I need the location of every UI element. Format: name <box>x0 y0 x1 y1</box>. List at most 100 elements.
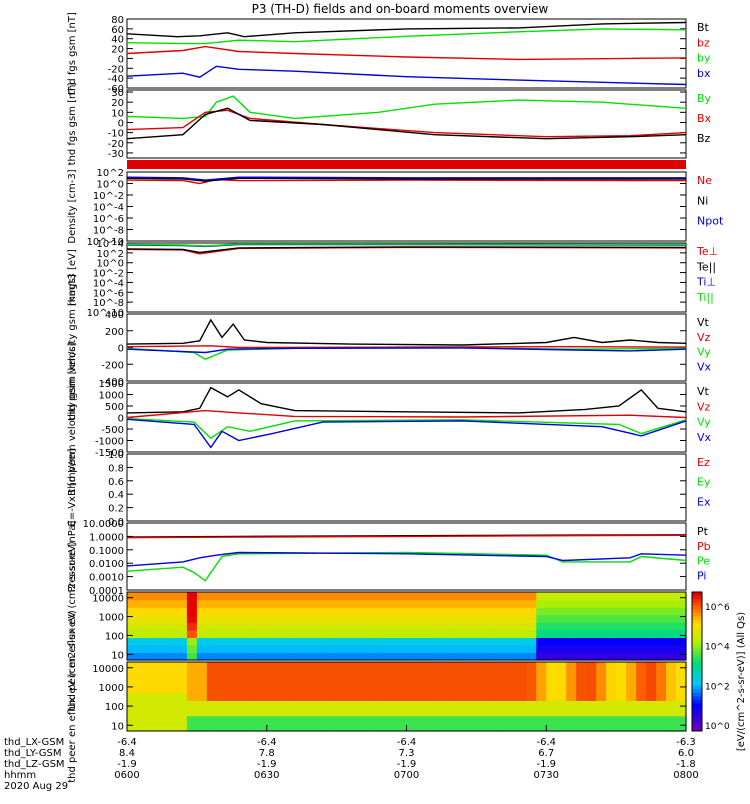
y-tick-label: 0 <box>118 344 124 355</box>
spectrogram-cell <box>606 614 617 623</box>
footer-value: -1.9 <box>536 759 556 770</box>
spectrogram-cell <box>666 677 677 686</box>
spectrogram-cell <box>496 592 507 601</box>
spectrogram-cell <box>296 708 308 717</box>
spectrogram-cell <box>616 669 627 678</box>
y-tick-label: 0 <box>118 54 124 65</box>
spectrogram-cell <box>206 614 218 623</box>
spectrogram-cell <box>406 607 418 616</box>
spectrogram-cell <box>376 614 388 623</box>
spectrogram-cell <box>176 677 188 686</box>
spectrogram-cell <box>456 692 467 701</box>
footer-value: -1.9 <box>257 759 277 770</box>
spectrogram-cell <box>526 614 537 623</box>
spectrogram-cell <box>546 677 557 686</box>
spectrogram-cell <box>636 637 647 646</box>
spectrogram-cell <box>426 652 438 661</box>
spectrogram-cell <box>606 644 617 654</box>
spectrogram-cell <box>606 708 617 717</box>
spectrogram-cell <box>276 629 288 638</box>
spectrogram-cell <box>396 685 408 694</box>
spectrogram-cell <box>606 599 617 608</box>
y-tick-label: -30 <box>108 149 124 160</box>
spectrogram-cell <box>376 662 388 671</box>
spectrogram-cell <box>326 629 338 638</box>
spectrogram-cell <box>246 637 258 646</box>
y-tick-label: 0.0100 <box>89 559 124 570</box>
series-line-Vy <box>126 347 687 360</box>
panel-frame <box>126 522 687 591</box>
spectrogram-cell <box>636 592 647 601</box>
spectrogram-cell <box>176 614 188 623</box>
spectrogram-cell <box>336 669 348 678</box>
spectrogram-cell <box>346 644 358 654</box>
spectrogram-cell <box>656 607 667 616</box>
legend-entry: Ni <box>697 194 708 207</box>
spectrogram-cell <box>176 622 188 631</box>
spectrogram-cell <box>326 715 338 724</box>
spectrogram-cell <box>246 607 258 616</box>
y-tick-label: 0.1000 <box>89 546 124 557</box>
spectrogram-cell <box>506 644 517 654</box>
spectrogram-cell <box>556 614 567 623</box>
legend-entry: Ti⊥ <box>696 276 716 289</box>
spectrogram-cell <box>466 723 477 732</box>
spectrogram-cell <box>366 599 378 608</box>
spectrogram-cell <box>676 599 687 608</box>
spectrogram-cell <box>396 644 408 654</box>
spectrogram-cell <box>386 622 398 631</box>
y-axis-label: thd peer en eflux eV (cm2-s-sr-eV) <box>67 610 78 783</box>
spectrogram-cell <box>386 715 398 724</box>
spectrogram-cell <box>236 723 248 732</box>
spectrogram-cell <box>596 723 607 732</box>
y-tick-label: 10^0 <box>97 180 124 191</box>
spectrogram-cell <box>636 644 647 654</box>
spectrogram-cell <box>316 685 328 694</box>
spectrogram-cell <box>616 677 627 686</box>
spectrogram-cell <box>176 669 188 678</box>
spectrogram-cell <box>616 607 627 616</box>
spectrogram-cell <box>256 637 268 646</box>
spectrogram-cell <box>646 723 657 732</box>
spectrogram-cell <box>466 669 477 678</box>
spectrogram-cell <box>366 644 378 654</box>
spectrogram-cell <box>246 723 258 732</box>
spectrogram-cell <box>376 677 388 686</box>
spectrogram-cell <box>256 677 268 686</box>
y-tick-label: 0.8 <box>108 463 124 474</box>
series-line-Pb <box>126 534 687 539</box>
spectrogram-cell <box>546 614 557 623</box>
spectrogram-cell <box>416 644 428 654</box>
spectrogram-cell <box>356 708 368 717</box>
spectrogram-cell <box>526 592 537 601</box>
spectrogram-cell <box>386 592 398 601</box>
y-tick-label: 1.0 <box>108 450 124 461</box>
spectrogram-cell <box>137 708 148 717</box>
spectrogram-cell <box>586 607 597 616</box>
spectrogram-cell <box>506 723 517 732</box>
spectrogram-cell <box>306 652 318 661</box>
spectrogram-cell <box>466 622 477 631</box>
spectrogram-cell <box>406 669 418 678</box>
spectrogram-cell <box>246 685 258 694</box>
spectrogram-cell <box>516 592 527 601</box>
legend-entry: By <box>697 92 712 105</box>
colorbar-tick-label: 10^0 <box>705 722 730 732</box>
footer-value: 0800 <box>673 770 698 781</box>
spectrogram-cell <box>526 637 537 646</box>
spectrogram-cell <box>356 622 368 631</box>
panel-frame <box>126 171 687 242</box>
spectrogram-cell <box>666 652 677 661</box>
spectrogram-cell <box>376 708 388 717</box>
spectrogram-cell <box>536 685 547 694</box>
spectrogram-cell <box>346 708 358 717</box>
spectrogram-cell <box>127 685 138 694</box>
spectrogram-cell <box>137 637 148 646</box>
spectrogram-cell <box>286 599 298 608</box>
spectrogram-cell <box>356 629 368 638</box>
footer-value: 0630 <box>254 770 279 781</box>
spectrogram-cell <box>406 677 418 686</box>
spectrogram-cell <box>576 637 587 646</box>
y-tick-label: 0.6 <box>108 477 124 488</box>
spectrogram-cell <box>546 692 557 701</box>
